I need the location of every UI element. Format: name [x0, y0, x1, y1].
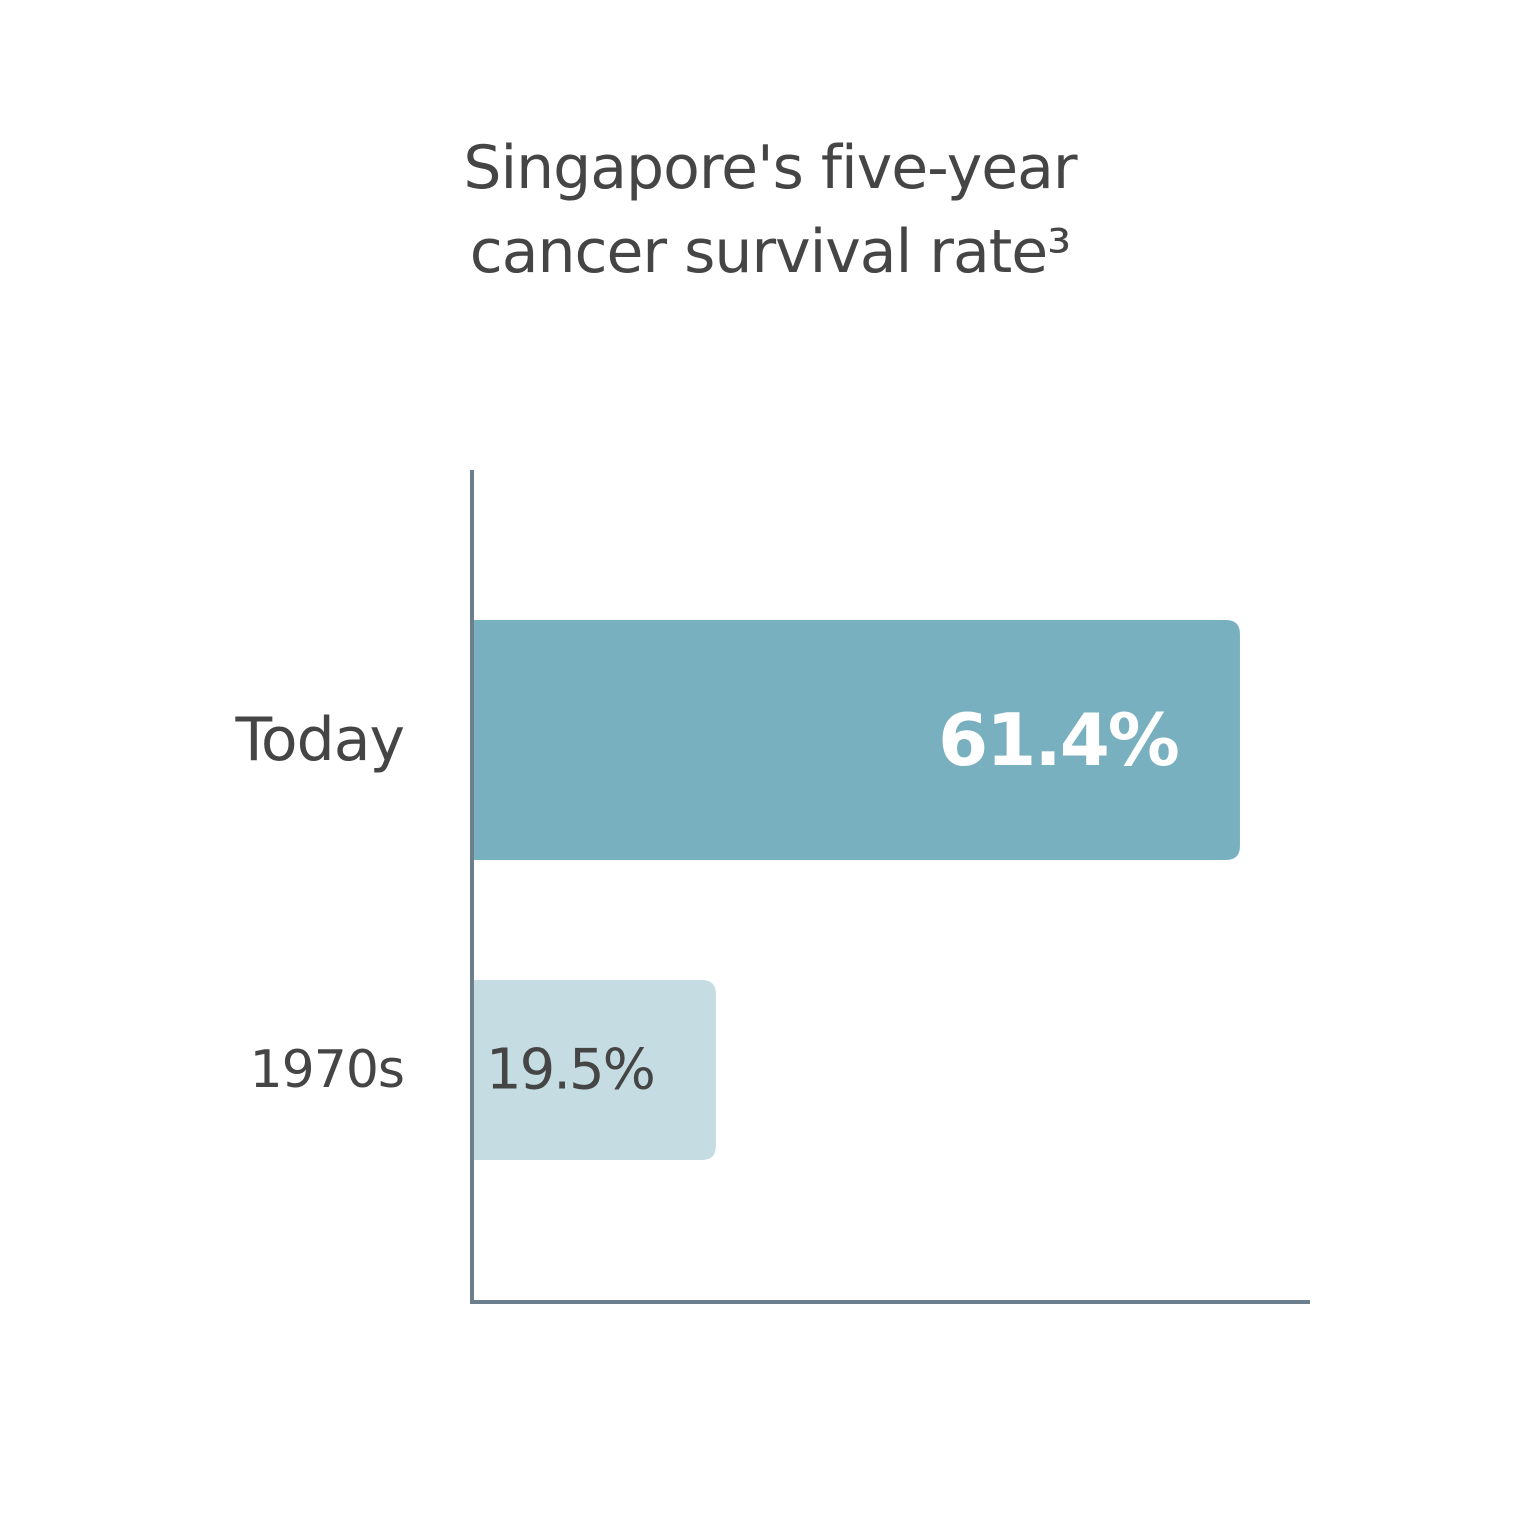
- value-label-today: 61.4%: [938, 698, 1178, 782]
- bar-today: [472, 620, 1240, 860]
- bar-1970s: [472, 980, 716, 1160]
- chart-title-line-2: cancer survival rate³: [469, 217, 1072, 287]
- chart-title: Singapore's five-year cancer survival ra…: [0, 126, 1540, 294]
- category-label-today: Today: [234, 705, 404, 775]
- bars-layer: Today 61.4% 1970s 19.5%: [234, 620, 1240, 1160]
- value-label-1970s: 19.5%: [486, 1038, 654, 1103]
- chart-title-line-1: Singapore's five-year: [463, 133, 1077, 203]
- category-label-1970s: 1970s: [250, 1040, 404, 1100]
